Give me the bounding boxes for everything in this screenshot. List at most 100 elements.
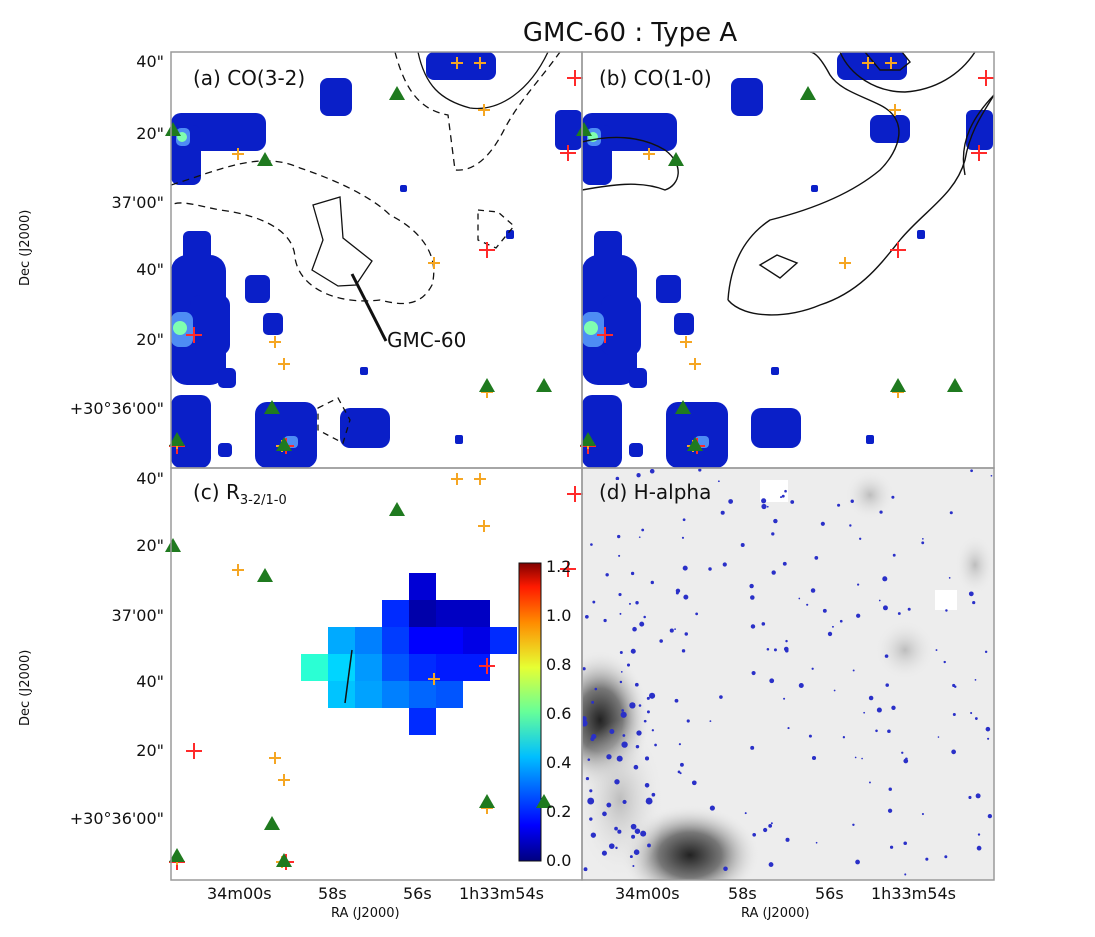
panel-b <box>582 52 994 468</box>
panel-c-label: (c) R3-2/1-0 <box>190 480 290 508</box>
halpha-source <box>768 862 774 867</box>
ratio-pixel <box>490 627 517 654</box>
halpha-source <box>617 829 622 834</box>
ratio-pixel <box>463 600 490 627</box>
halpha-source <box>608 843 615 849</box>
halpha-source <box>842 736 846 739</box>
halpha-source <box>885 683 889 687</box>
x-tick-left-4: 1h33m54s <box>459 884 544 903</box>
ratio-pixel <box>436 654 463 681</box>
halpha-source <box>605 573 609 577</box>
halpha-source <box>594 687 598 691</box>
ratio-pixel <box>382 654 409 681</box>
halpha-source <box>944 855 948 859</box>
halpha-source <box>674 628 676 630</box>
halpha-source <box>976 845 982 851</box>
orange-cross-marker <box>428 257 440 269</box>
halpha-source <box>780 496 783 499</box>
ratio-pixel <box>355 627 382 654</box>
halpha-source <box>744 812 747 815</box>
halpha-source <box>974 679 977 681</box>
halpha-source <box>884 654 889 658</box>
halpha-source <box>633 764 639 770</box>
halpha-source <box>831 625 834 628</box>
halpha-source <box>634 828 641 834</box>
halpha-source <box>882 576 888 582</box>
ratio-pixel <box>436 600 463 627</box>
halpha-source <box>879 510 883 514</box>
halpha-source <box>630 823 637 830</box>
halpha-source <box>798 682 804 688</box>
halpha-source <box>585 776 590 781</box>
halpha-source <box>628 602 631 605</box>
halpha-source <box>750 624 756 629</box>
green-triangle-marker <box>257 568 273 582</box>
halpha-source <box>888 787 892 791</box>
halpha-source <box>889 845 894 849</box>
halpha-source <box>855 859 860 865</box>
halpha-source <box>632 626 637 632</box>
halpha-source <box>901 751 904 754</box>
halpha-source <box>768 824 773 828</box>
green-triangle-marker <box>890 378 906 392</box>
halpha-source <box>619 612 622 615</box>
halpha-source <box>719 695 723 699</box>
halpha-source <box>646 696 650 700</box>
halpha-source <box>629 702 636 709</box>
halpha-source <box>720 510 725 515</box>
orange-cross-marker <box>451 57 463 69</box>
green-triangle-marker <box>264 816 280 830</box>
halpha-source <box>679 762 684 767</box>
halpha-source <box>785 639 788 643</box>
halpha-source <box>722 562 727 567</box>
halpha-source <box>972 600 976 605</box>
halpha-source <box>606 754 612 760</box>
halpha-source <box>863 711 866 714</box>
y-tick-top-4: 40" <box>136 260 164 279</box>
green-triangle-marker <box>276 853 292 867</box>
orange-cross-marker <box>278 358 290 370</box>
halpha-source <box>582 719 588 727</box>
halpha-source <box>709 720 712 723</box>
ratio-pixel <box>409 654 436 681</box>
halpha-source <box>882 605 888 611</box>
colorbar-tick-3: 0.8 <box>546 655 572 674</box>
halpha-source <box>948 577 951 579</box>
orange-cross-marker <box>478 520 490 532</box>
green-triangle-marker <box>947 378 963 392</box>
x-tick-left-2: 58s <box>318 884 347 903</box>
halpha-source <box>654 743 657 747</box>
green-triangle-marker <box>389 86 405 100</box>
halpha-source <box>968 795 972 800</box>
halpha-source <box>859 537 862 540</box>
orange-cross-marker <box>474 473 486 485</box>
halpha-source <box>854 756 857 759</box>
y-tick-bottom-6: +30°36'00" <box>69 809 164 828</box>
halpha-source <box>904 873 907 876</box>
halpha-source <box>587 758 591 761</box>
halpha-source <box>937 736 940 738</box>
halpha-source <box>629 855 633 859</box>
x-tick-left-3: 56s <box>403 884 432 903</box>
halpha-source <box>861 757 863 760</box>
halpha-source <box>761 498 767 504</box>
halpha-source <box>585 614 589 619</box>
halpha-source <box>770 822 773 825</box>
ratio-pixel <box>355 681 382 708</box>
halpha-source <box>681 536 685 539</box>
halpha-source <box>621 741 628 748</box>
panel-a-label: (a) CO(3-2) <box>190 66 309 90</box>
green-triangle-marker <box>165 538 181 552</box>
panel-borders <box>170 51 995 881</box>
ratio-pixel <box>409 681 436 708</box>
halpha-source <box>635 601 639 605</box>
y-tick-top-6: +30°36'00" <box>69 399 164 418</box>
halpha-source <box>766 647 770 651</box>
halpha-source <box>875 729 878 733</box>
halpha-source <box>603 618 607 623</box>
halpha-source <box>708 567 712 571</box>
halpha-source <box>606 802 612 808</box>
gmc60-annotation: GMC-60 <box>387 328 467 352</box>
halpha-source <box>782 561 787 566</box>
halpha-source <box>945 609 948 612</box>
